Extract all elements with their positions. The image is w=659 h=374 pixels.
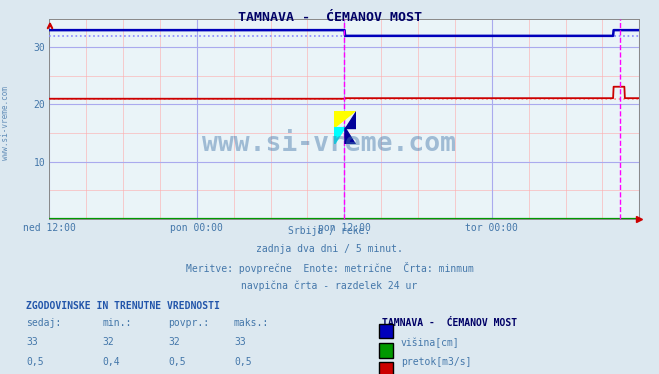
Text: 0,4: 0,4 — [102, 357, 120, 367]
Text: 33: 33 — [26, 337, 38, 347]
Text: min.:: min.: — [102, 318, 132, 328]
Polygon shape — [345, 111, 356, 128]
Polygon shape — [345, 128, 356, 144]
Text: zadnja dva dni / 5 minut.: zadnja dva dni / 5 minut. — [256, 244, 403, 254]
Text: sedaj:: sedaj: — [26, 318, 61, 328]
Text: višina[cm]: višina[cm] — [401, 337, 459, 348]
Text: TAMNAVA -  ĆEMANOV MOST: TAMNAVA - ĆEMANOV MOST — [382, 318, 517, 328]
Text: www.si-vreme.com: www.si-vreme.com — [202, 131, 457, 157]
Text: 0,5: 0,5 — [168, 357, 186, 367]
Text: www.si-vreme.com: www.si-vreme.com — [1, 86, 10, 160]
Text: ZGODOVINSKE IN TRENUTNE VREDNOSTI: ZGODOVINSKE IN TRENUTNE VREDNOSTI — [26, 301, 220, 311]
Text: Meritve: povprečne  Enote: metrične  Črta: minmum: Meritve: povprečne Enote: metrične Črta:… — [186, 262, 473, 274]
Text: TAMNAVA -  ĆEMANOV MOST: TAMNAVA - ĆEMANOV MOST — [237, 11, 422, 24]
Text: maks.:: maks.: — [234, 318, 269, 328]
Text: pretok[m3/s]: pretok[m3/s] — [401, 357, 471, 367]
Text: Srbija / reke.: Srbija / reke. — [289, 226, 370, 236]
Text: 33: 33 — [234, 337, 246, 347]
Text: 0,5: 0,5 — [234, 357, 252, 367]
Polygon shape — [335, 128, 345, 144]
Text: povpr.:: povpr.: — [168, 318, 209, 328]
Text: navpična črta - razdelek 24 ur: navpična črta - razdelek 24 ur — [241, 280, 418, 291]
Text: 32: 32 — [168, 337, 180, 347]
Text: 32: 32 — [102, 337, 114, 347]
Polygon shape — [335, 111, 356, 128]
Text: 0,5: 0,5 — [26, 357, 44, 367]
